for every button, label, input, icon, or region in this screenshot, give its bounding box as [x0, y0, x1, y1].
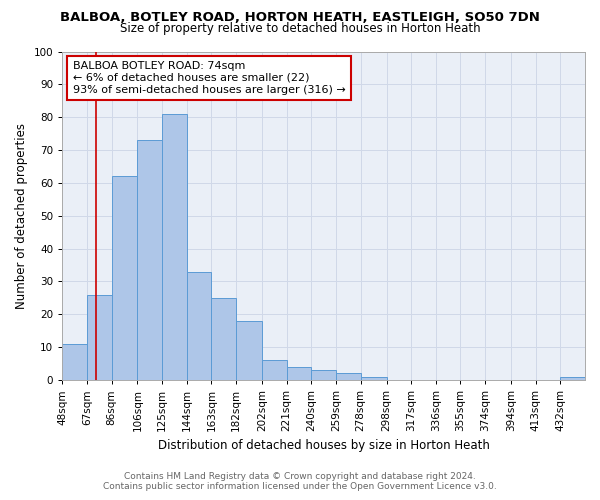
- Bar: [187, 272, 211, 380]
- Bar: [262, 360, 287, 380]
- Bar: [87, 294, 112, 380]
- Bar: [361, 376, 386, 380]
- Bar: [311, 370, 336, 380]
- Text: Size of property relative to detached houses in Horton Heath: Size of property relative to detached ho…: [119, 22, 481, 35]
- Bar: [137, 140, 162, 380]
- Text: Contains HM Land Registry data © Crown copyright and database right 2024.
Contai: Contains HM Land Registry data © Crown c…: [103, 472, 497, 491]
- Text: BALBOA BOTLEY ROAD: 74sqm
← 6% of detached houses are smaller (22)
93% of semi-d: BALBOA BOTLEY ROAD: 74sqm ← 6% of detach…: [73, 62, 346, 94]
- Bar: [287, 367, 311, 380]
- Text: BALBOA, BOTLEY ROAD, HORTON HEATH, EASTLEIGH, SO50 7DN: BALBOA, BOTLEY ROAD, HORTON HEATH, EASTL…: [60, 11, 540, 24]
- Bar: [62, 344, 87, 380]
- Y-axis label: Number of detached properties: Number of detached properties: [15, 123, 28, 309]
- Bar: [211, 298, 236, 380]
- X-axis label: Distribution of detached houses by size in Horton Heath: Distribution of detached houses by size …: [158, 440, 490, 452]
- Bar: [560, 376, 585, 380]
- Bar: [236, 321, 262, 380]
- Bar: [336, 374, 361, 380]
- Bar: [162, 114, 187, 380]
- Bar: [112, 176, 137, 380]
